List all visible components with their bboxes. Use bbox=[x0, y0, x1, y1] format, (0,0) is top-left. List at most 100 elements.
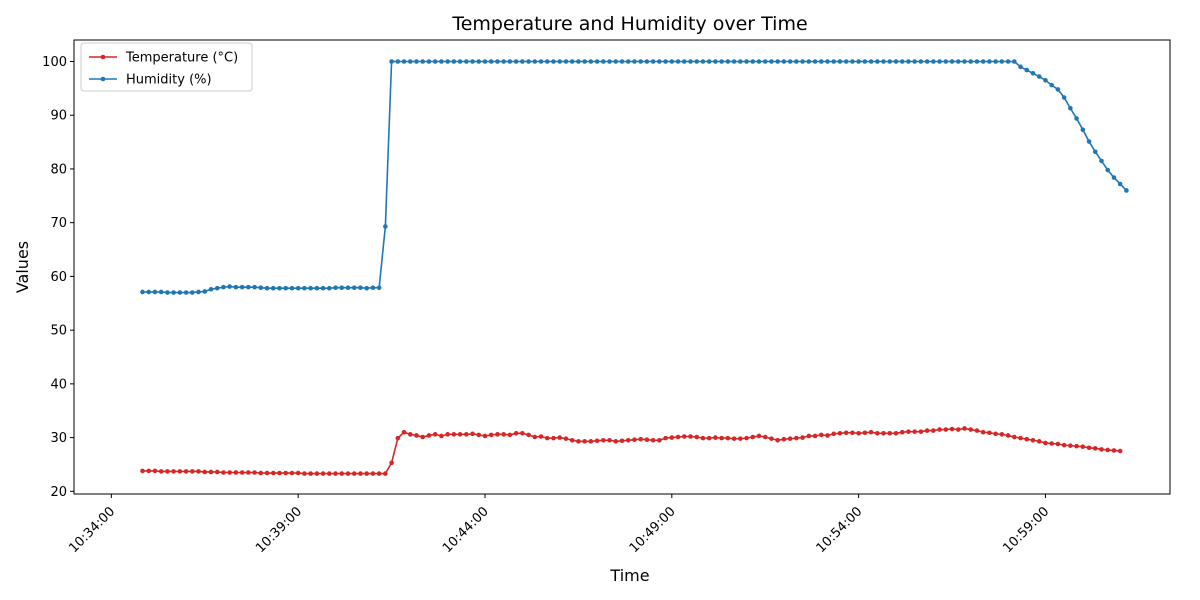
data-point bbox=[264, 470, 270, 476]
data-point bbox=[843, 430, 849, 436]
data-point bbox=[1036, 74, 1042, 79]
data-point bbox=[1036, 439, 1042, 444]
data-point bbox=[663, 59, 668, 64]
data-point bbox=[663, 435, 668, 441]
data-point bbox=[607, 437, 612, 443]
data-point bbox=[644, 437, 650, 443]
data-point bbox=[140, 289, 145, 295]
data-point bbox=[420, 59, 426, 64]
data-point bbox=[358, 471, 363, 476]
data-point bbox=[924, 59, 930, 64]
data-point bbox=[787, 436, 793, 441]
data-point bbox=[943, 427, 949, 432]
y-axis: 20 30 40 50 60 70 80 90 100 bbox=[42, 55, 74, 500]
data-point bbox=[165, 290, 170, 295]
data-point bbox=[401, 429, 407, 435]
data-point bbox=[270, 285, 276, 291]
y-tick-label: 30 bbox=[50, 431, 67, 446]
data-point bbox=[339, 471, 345, 476]
data-point bbox=[962, 426, 967, 431]
data-point bbox=[464, 59, 469, 64]
data-point bbox=[1055, 87, 1061, 92]
data-point bbox=[955, 427, 961, 432]
data-point bbox=[993, 59, 998, 64]
data-point bbox=[513, 430, 519, 436]
data-point bbox=[414, 433, 419, 438]
data-point bbox=[351, 285, 357, 290]
data-point bbox=[140, 468, 145, 474]
data-point bbox=[532, 59, 538, 64]
data-point bbox=[881, 59, 886, 64]
data-point bbox=[439, 433, 444, 439]
data-point bbox=[700, 435, 706, 441]
data-point bbox=[470, 59, 475, 64]
data-point bbox=[744, 59, 749, 64]
data-point bbox=[339, 285, 345, 290]
legend-label: Temperature (°C) bbox=[125, 51, 238, 66]
data-point bbox=[713, 59, 718, 64]
data-point bbox=[177, 469, 183, 474]
data-point bbox=[1030, 71, 1036, 76]
data-point bbox=[1061, 95, 1067, 100]
plot-area-frame bbox=[73, 39, 1171, 495]
data-point bbox=[1049, 82, 1054, 88]
data-point bbox=[202, 469, 208, 475]
data-point bbox=[252, 284, 257, 290]
data-point bbox=[457, 432, 463, 437]
data-point bbox=[246, 470, 251, 475]
data-point bbox=[451, 432, 457, 437]
data-point bbox=[208, 469, 214, 475]
data-point bbox=[594, 59, 600, 64]
data-point bbox=[850, 430, 855, 436]
data-point bbox=[1092, 149, 1098, 155]
data-point bbox=[856, 430, 861, 436]
data-point bbox=[1049, 441, 1054, 446]
data-point bbox=[426, 433, 432, 438]
data-point bbox=[868, 429, 874, 435]
data-point bbox=[725, 59, 731, 64]
data-point bbox=[887, 59, 893, 64]
data-point bbox=[918, 59, 924, 64]
data-point bbox=[638, 436, 643, 442]
data-point bbox=[850, 59, 855, 64]
data-point bbox=[588, 439, 594, 444]
data-point bbox=[270, 470, 276, 476]
data-point bbox=[943, 59, 949, 64]
y-tick-label: 40 bbox=[50, 377, 67, 392]
x-axis-label: Time bbox=[609, 566, 649, 585]
data-point bbox=[563, 436, 569, 441]
data-point bbox=[407, 432, 413, 437]
data-point bbox=[146, 468, 152, 474]
data-point bbox=[563, 59, 569, 64]
data-point bbox=[551, 435, 556, 441]
data-point bbox=[675, 434, 681, 440]
data-point bbox=[974, 59, 980, 64]
data-point bbox=[158, 289, 164, 295]
data-point bbox=[171, 290, 176, 295]
data-point bbox=[906, 59, 911, 64]
data-point bbox=[1055, 441, 1061, 447]
data-point bbox=[376, 285, 382, 290]
data-point bbox=[320, 285, 326, 291]
data-point bbox=[351, 471, 357, 476]
y-tick-label: 20 bbox=[50, 485, 67, 500]
data-point bbox=[619, 438, 625, 444]
data-point bbox=[488, 432, 494, 438]
data-point bbox=[694, 434, 700, 440]
data-point bbox=[1105, 167, 1111, 173]
data-point bbox=[613, 59, 619, 64]
data-point bbox=[968, 59, 974, 64]
data-point bbox=[931, 428, 936, 433]
data-point bbox=[906, 429, 911, 434]
data-point bbox=[320, 471, 326, 476]
data-point bbox=[445, 59, 450, 64]
data-point bbox=[868, 59, 874, 64]
data-point bbox=[862, 430, 868, 436]
data-point bbox=[333, 471, 338, 476]
data-point bbox=[314, 471, 320, 476]
data-point bbox=[389, 460, 394, 466]
data-point bbox=[1005, 433, 1011, 438]
data-point bbox=[482, 433, 488, 439]
